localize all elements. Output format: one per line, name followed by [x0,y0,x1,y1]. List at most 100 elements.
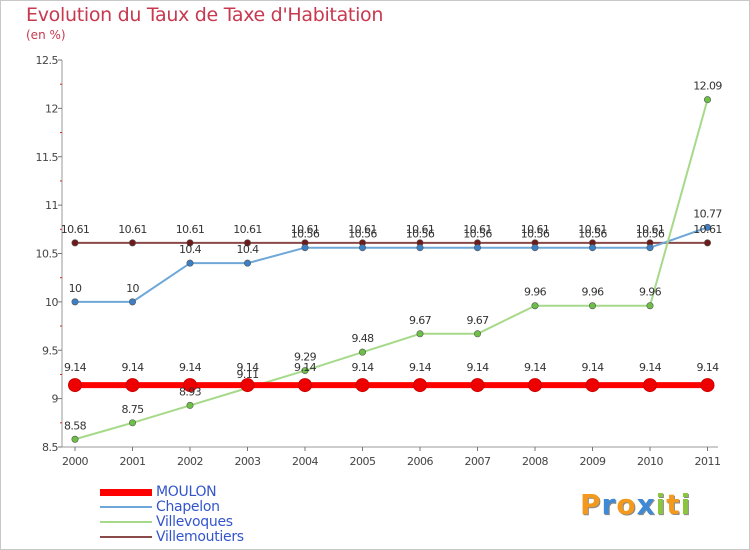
x-tick-label: 2001 [120,455,146,468]
data-labels: 10.61 10.61 10.61 10.61 10.61 10.61 10.61 10.61… [61,80,723,433]
legend-label: Villevoques [156,514,233,530]
logo-letter: r [601,488,617,521]
data-point-villevoques [588,302,596,310]
x-tick-label: 2008 [522,455,548,468]
data-label-villemoutiers: 10.61 [636,223,665,236]
x-tick-label: 2009 [580,455,606,468]
y-tick-label: 12.5 [36,54,59,67]
y-tick-label: 11 [45,199,58,212]
data-label-chapelon: 10.4 [179,243,202,256]
data-label-moulon: 9.14 [294,361,317,374]
legend-swatch [100,506,152,508]
data-point-chapelon [129,298,137,306]
data-label-villevoques: 8.58 [64,419,87,432]
data-point-villemoutiers [703,239,711,247]
data-label-moulon: 9.14 [179,361,202,374]
x-tick-label: 2002 [177,455,203,468]
data-label-moulon: 9.14 [64,361,87,374]
data-label-villemoutiers: 10.61 [463,223,492,236]
data-point-villemoutiers [244,239,252,247]
x-tick-label: 2006 [407,455,433,468]
legend-swatch [100,536,152,538]
data-point-chapelon [473,244,481,252]
data-point-villevoques [473,330,481,338]
logo-letter: o [616,488,637,521]
data-point-moulon [413,378,427,393]
data-label-villevoques: 8.93 [179,385,202,398]
legend-item-villevoques: Villevoques [100,514,233,530]
data-point-chapelon [244,259,252,267]
data-label-moulon: 9.14 [466,361,489,374]
data-label-villevoques: 9.96 [639,286,662,299]
data-label-villevoques: 9.11 [236,368,258,381]
data-label-moulon: 9.14 [351,361,374,374]
data-label-villevoques: 9.29 [294,351,317,364]
logo-letter: i [655,488,667,521]
data-label-villemoutiers: 10.61 [578,223,607,236]
data-point-moulon [125,378,140,393]
legend-item-moulon: MOULON [100,484,217,500]
data-point-moulon [470,378,485,393]
data-point-moulon [298,378,312,393]
series-line-chapelon [75,226,708,303]
data-label-villevoques: 9.96 [524,286,547,299]
y-tick-label: 10 [45,296,58,309]
data-label-villevoques: 9.67 [466,314,489,327]
logo-letter: P [580,488,602,521]
data-label-moulon: 9.14 [581,361,604,374]
data-point-villevoques [416,330,424,338]
chart-title: Evolution du Taux de Taxe d'Habitation [26,4,384,26]
data-label-villemoutiers: 10.61 [693,223,722,236]
y-tick-label: 9 [52,393,59,406]
x-tick-label: 2000 [62,455,88,468]
data-label-villemoutiers: 10.61 [348,223,377,236]
unit-label: (en %) [26,28,66,42]
data-point-villemoutiers [186,239,194,247]
data-point-moulon [240,378,255,393]
data-label-moulon: 9.14 [236,361,259,374]
data-label-villemoutiers: 10.61 [291,223,320,236]
data-point-villevoques [703,96,711,104]
proxiti-logo: Proxiti [580,488,691,521]
data-point-moulon [528,378,542,393]
data-point-villevoques [129,419,137,427]
data-label-chapelon: 10.56 [291,228,320,241]
data-label-chapelon: 10.56 [578,228,607,241]
data-point-chapelon [358,244,366,252]
data-point-chapelon [186,259,194,267]
x-tick-label: 2004 [292,455,318,468]
data-label-chapelon: 10.56 [406,228,435,241]
logo-letter: t [666,488,681,521]
legend-label: Villemoutiers [156,529,244,545]
data-label-villevoques: 9.96 [581,286,604,299]
data-label-moulon: 9.14 [524,361,547,374]
data-point-chapelon [416,244,424,252]
data-label-chapelon: 10.56 [636,228,665,241]
data-label-villemoutiers: 10.61 [61,223,90,236]
data-point-chapelon [71,298,79,306]
x-tick-label: 2010 [637,455,663,468]
data-point-chapelon [301,244,309,252]
data-point-moulon [585,378,600,393]
x-tick-label: 2011 [695,455,721,468]
logo-letter: x [636,488,656,521]
legend-swatch [100,521,152,523]
data-label-chapelon: 10 [69,282,82,295]
data-point-villevoques [358,348,366,356]
data-point-villevoques [646,302,654,310]
x-tick-label: 2005 [350,455,376,468]
data-label-moulon: 9.14 [696,361,719,374]
data-label-moulon: 9.14 [121,361,144,374]
logo-letter: i [680,488,692,521]
data-label-villemoutiers: 10.61 [233,223,262,236]
series-layer [68,96,715,443]
data-label-villemoutiers: 10.61 [118,223,147,236]
data-label-villevoques: 9.48 [351,332,374,345]
data-label-villemoutiers: 10.61 [521,223,550,236]
legend-item-villemoutiers: Villemoutiers [100,529,244,545]
y-tick-label: 8.5 [42,441,58,454]
data-label-villevoques: 12.09 [693,80,722,93]
axes: 8.5 9 9.5 10 10.5 11 11.5 12 12.5 2000 2001 2002 200… [36,54,722,468]
